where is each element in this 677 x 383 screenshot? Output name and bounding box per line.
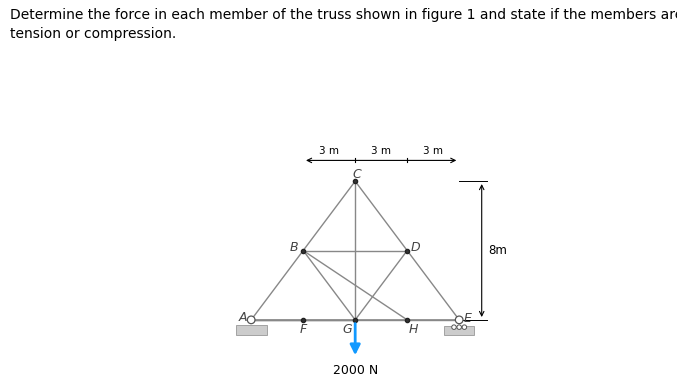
- Text: F: F: [299, 323, 307, 336]
- Text: 3 m: 3 m: [319, 146, 339, 156]
- Text: 2000 N: 2000 N: [332, 364, 378, 377]
- Text: 8m: 8m: [487, 244, 506, 257]
- Text: 3 m: 3 m: [371, 146, 391, 156]
- Bar: [236, 325, 267, 335]
- Text: Determine the force in each member of the truss shown in figure 1 and state if t: Determine the force in each member of th…: [10, 8, 677, 41]
- Circle shape: [247, 316, 255, 324]
- Text: 3 m: 3 m: [423, 146, 443, 156]
- Circle shape: [452, 325, 456, 329]
- Text: G: G: [343, 323, 352, 336]
- Text: H: H: [408, 323, 418, 336]
- Text: B: B: [289, 241, 298, 254]
- Text: E: E: [464, 312, 472, 325]
- Text: C: C: [353, 168, 362, 181]
- Text: D: D: [411, 241, 420, 254]
- Bar: [444, 326, 474, 335]
- Circle shape: [457, 325, 462, 329]
- Circle shape: [456, 316, 463, 324]
- Text: A: A: [238, 311, 247, 324]
- Circle shape: [462, 325, 466, 329]
